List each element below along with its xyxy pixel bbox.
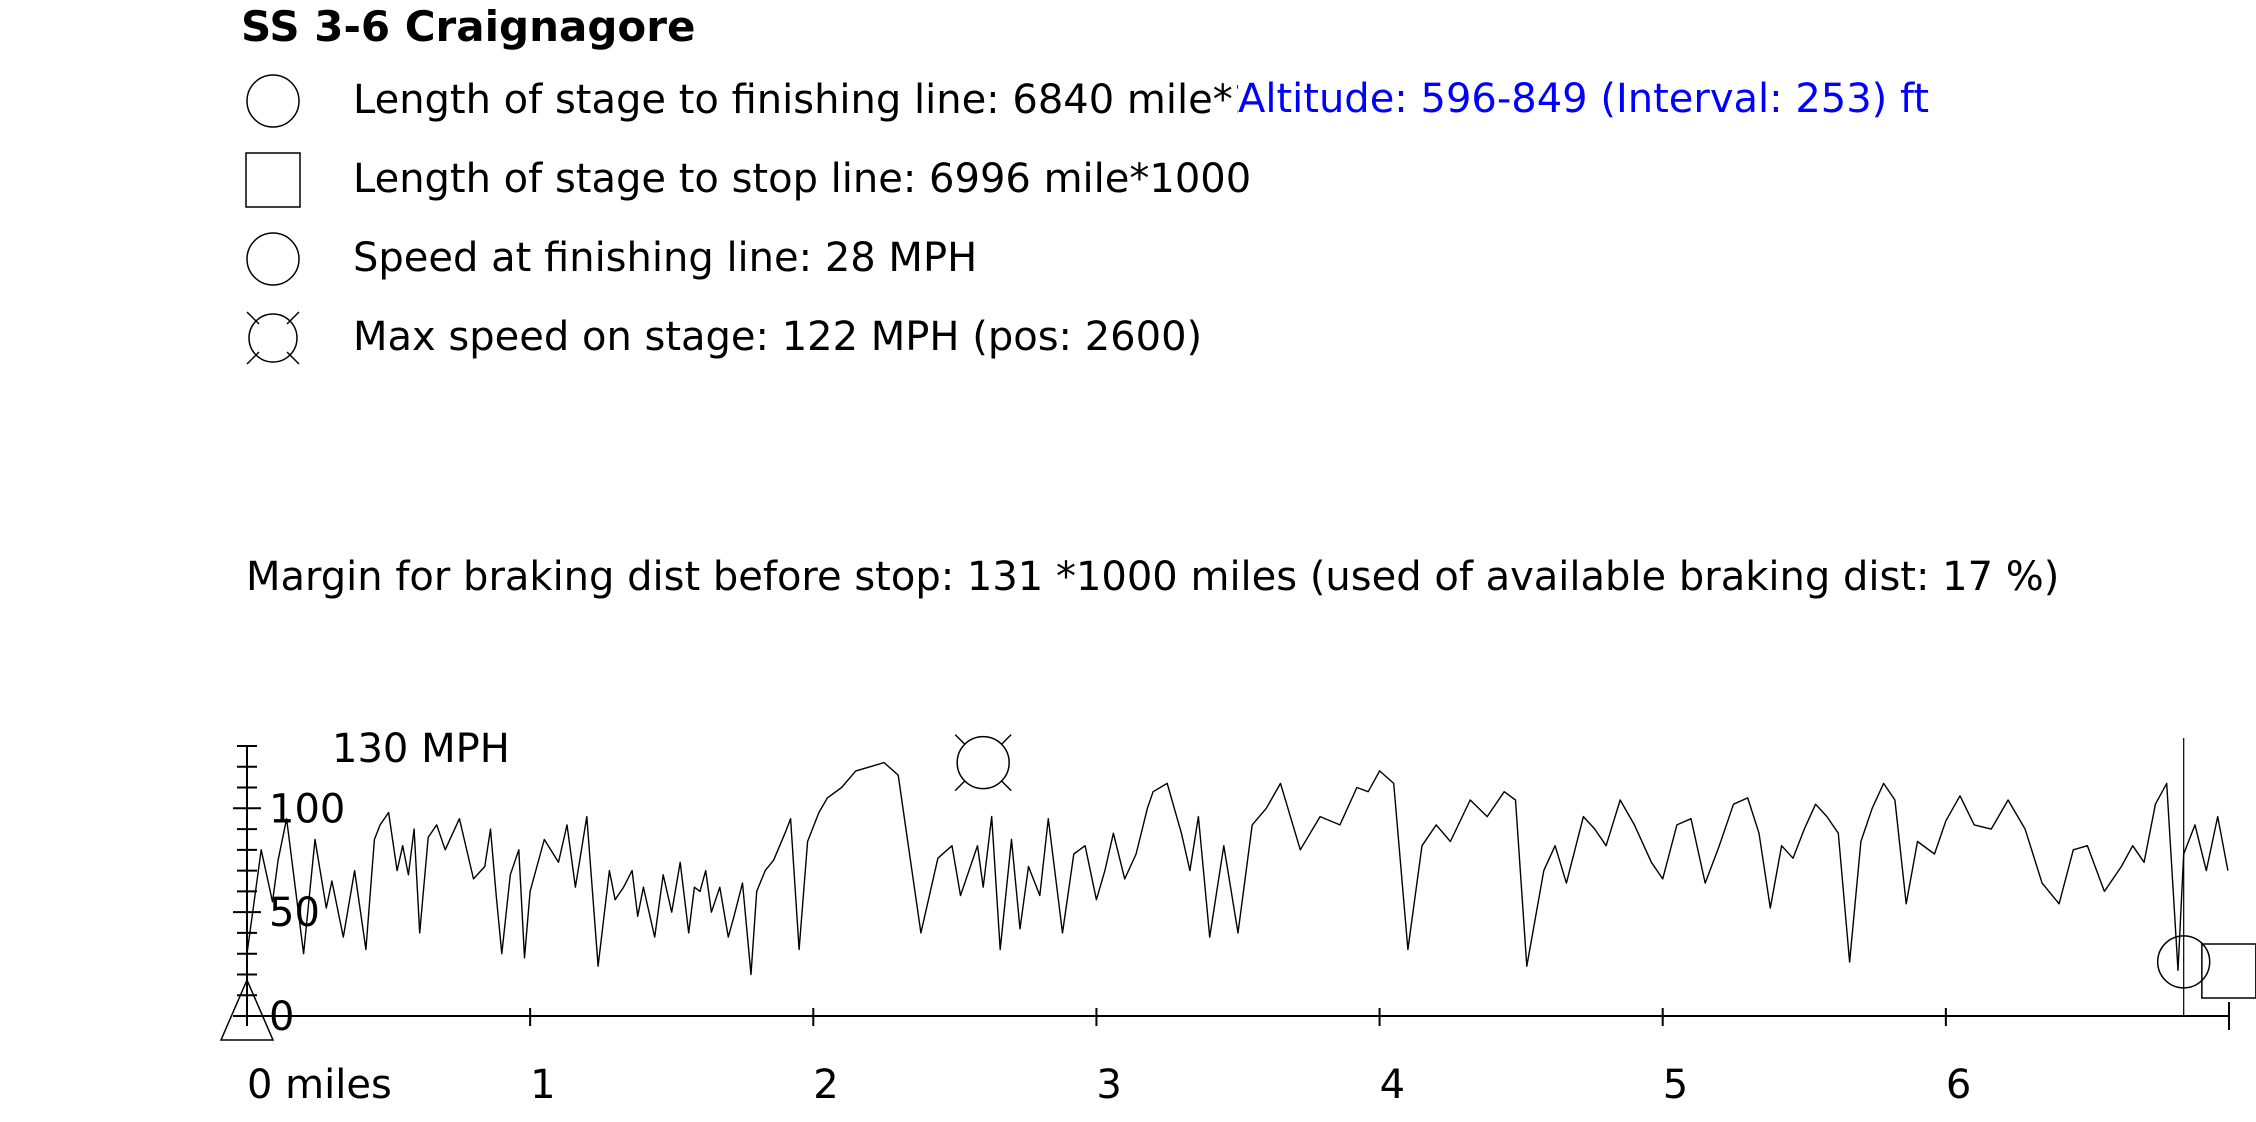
y-tick-label: 100 xyxy=(269,786,345,832)
max-speed-marker xyxy=(956,735,1010,790)
legend-text: Max speed on stage: 122 MPH (pos: 2600) xyxy=(353,314,1203,360)
chart-labels: 0 50 100 130 MPH 0 miles 1 2 3 4 5 6 xyxy=(247,726,1971,1108)
altitude-info: Altitude: 596-849 (Interval: 253) ft xyxy=(1238,76,1930,122)
chart-title: SS 3-6 Craignagore xyxy=(241,2,696,51)
x-tick-label: 5 xyxy=(1663,1062,1688,1108)
stop-marker xyxy=(2201,943,2256,999)
x-tick-label: 2 xyxy=(813,1062,838,1108)
y-tick-label: 50 xyxy=(269,890,320,936)
legend-item-stop-length: Length of stage to stop line: 6996 mile*… xyxy=(245,152,1345,212)
x-tick-label: 1 xyxy=(530,1062,555,1108)
legend-text: Length of stage to finishing line: 6840 … xyxy=(353,77,1284,123)
circle-icon xyxy=(246,232,300,286)
crossed-circle-icon xyxy=(246,311,300,365)
legend-text: Length of stage to stop line: 6996 mile*… xyxy=(353,156,1252,202)
chart-marks xyxy=(219,734,2256,1041)
max-speed-cross xyxy=(1000,780,1012,792)
x-tick-label: 4 xyxy=(1380,1062,1405,1108)
x-tick-label: 3 xyxy=(1096,1062,1121,1108)
legend-item-max-speed: Max speed on stage: 122 MPH (pos: 2600) xyxy=(245,310,1345,370)
circle-icon xyxy=(246,74,300,128)
legend-item-finish-speed: Speed at finishing line: 28 MPH xyxy=(245,231,1345,291)
legend-text: Speed at finishing line: 28 MPH xyxy=(353,235,978,281)
finish-speed-marker xyxy=(2156,935,2211,989)
square-icon xyxy=(245,152,301,208)
y-unit-label: 130 MPH xyxy=(332,726,510,772)
y-tick-label: 0 xyxy=(269,994,294,1040)
max-speed-cross xyxy=(1000,734,1012,746)
max-speed-cross xyxy=(954,780,966,792)
max-speed-cross xyxy=(954,734,966,746)
x-tick-label: 6 xyxy=(1946,1062,1971,1108)
legend-item-finish-length: Length of stage to finishing line: 6840 … xyxy=(245,73,1345,133)
speed-series-line xyxy=(246,761,2229,976)
start-marker xyxy=(219,978,275,1041)
braking-margin-text: Margin for braking dist before stop: 131… xyxy=(246,554,2060,600)
x-tick-label: 0 miles xyxy=(247,1062,392,1108)
